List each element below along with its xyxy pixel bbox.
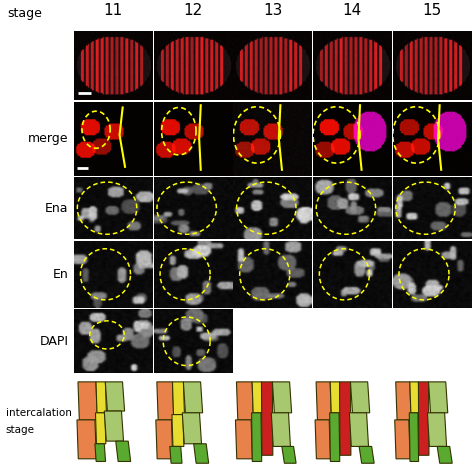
Polygon shape: [396, 382, 411, 420]
Polygon shape: [237, 382, 254, 420]
Text: 12: 12: [183, 3, 202, 18]
Polygon shape: [330, 382, 341, 413]
Polygon shape: [316, 382, 331, 420]
Text: stage: stage: [7, 7, 42, 20]
Text: DAPI: DAPI: [40, 335, 69, 348]
Polygon shape: [349, 413, 368, 446]
Polygon shape: [437, 446, 452, 463]
Polygon shape: [77, 420, 96, 459]
Polygon shape: [95, 444, 106, 461]
Polygon shape: [96, 382, 106, 413]
Text: merge: merge: [28, 132, 69, 145]
Polygon shape: [410, 382, 419, 413]
Polygon shape: [350, 382, 370, 413]
Polygon shape: [409, 413, 419, 461]
Polygon shape: [194, 444, 209, 463]
Polygon shape: [428, 382, 448, 413]
Polygon shape: [183, 382, 202, 413]
Polygon shape: [173, 382, 184, 415]
Text: stage: stage: [6, 425, 35, 435]
Text: 13: 13: [263, 3, 282, 18]
Text: En: En: [53, 268, 69, 281]
Polygon shape: [271, 413, 291, 446]
Text: 14: 14: [343, 3, 362, 18]
Polygon shape: [315, 420, 330, 459]
Polygon shape: [105, 382, 125, 411]
Polygon shape: [395, 420, 410, 459]
Polygon shape: [236, 420, 252, 459]
Polygon shape: [172, 415, 184, 446]
Polygon shape: [104, 411, 124, 441]
Text: 11: 11: [104, 3, 123, 18]
Polygon shape: [428, 413, 447, 446]
Polygon shape: [262, 382, 273, 455]
Polygon shape: [329, 413, 340, 461]
Polygon shape: [182, 413, 201, 444]
Polygon shape: [170, 446, 182, 463]
Polygon shape: [116, 441, 131, 461]
Text: 15: 15: [422, 3, 441, 18]
Text: intercalation: intercalation: [6, 408, 72, 418]
Polygon shape: [282, 446, 296, 463]
Polygon shape: [339, 382, 351, 455]
Polygon shape: [95, 413, 106, 444]
Polygon shape: [78, 382, 97, 420]
Polygon shape: [157, 382, 174, 420]
Polygon shape: [359, 446, 374, 463]
Text: Ena: Ena: [45, 202, 69, 215]
Polygon shape: [273, 382, 292, 413]
Polygon shape: [252, 413, 262, 461]
Polygon shape: [252, 382, 263, 413]
Polygon shape: [156, 420, 173, 459]
Polygon shape: [419, 382, 429, 455]
